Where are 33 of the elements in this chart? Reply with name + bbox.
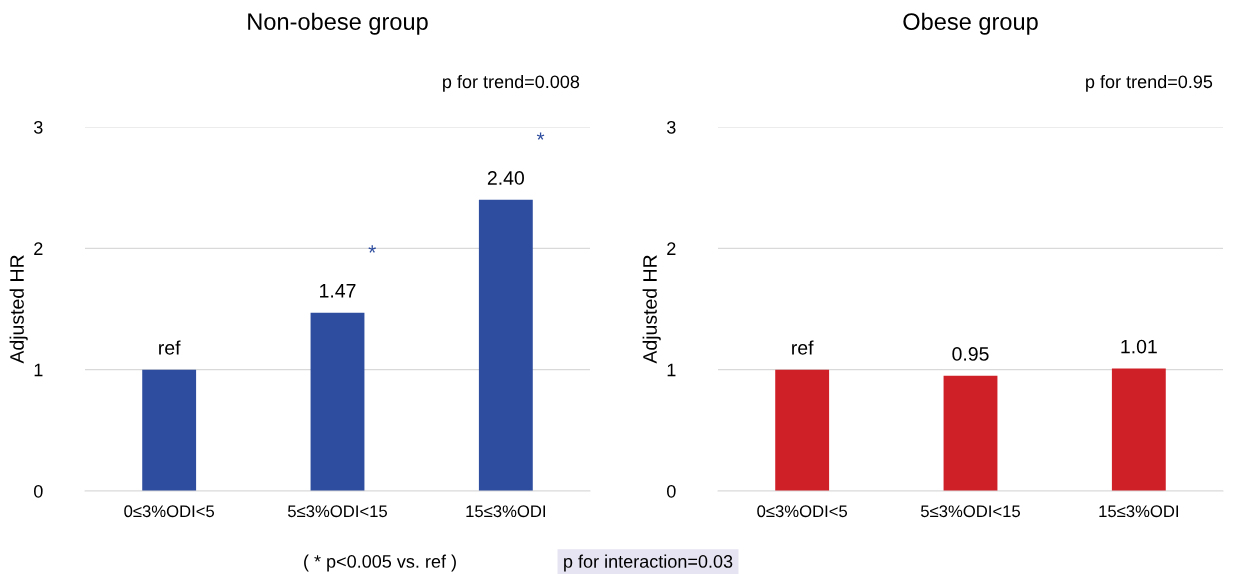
annotation: * <box>536 132 545 140</box>
x-tick-label: 15≤3%ODI <box>466 505 545 518</box>
x-tick-label: 0≤3%ODI<5 <box>757 505 848 518</box>
y-tick-label: 0 <box>34 484 43 498</box>
bar <box>310 312 365 491</box>
y-axis-title: Adjusted HR <box>642 255 661 364</box>
chart-title: Obese group <box>903 12 1038 35</box>
bar <box>478 199 533 491</box>
y-tick-label: 2 <box>34 242 43 255</box>
data-label: ref <box>792 340 814 355</box>
x-tick-label: 5≤3%ODI<15 <box>920 505 1020 518</box>
data-label: 0.95 <box>952 347 989 361</box>
text: p for interaction=0.03 <box>564 554 733 572</box>
text: ( * p<0.005 vs. ref ) <box>304 554 456 572</box>
annotation: * <box>368 245 376 253</box>
y-tick-label: 0 <box>667 484 676 498</box>
y-tick-label: 2 <box>667 242 676 255</box>
data-label: 1.01 <box>1121 339 1157 354</box>
y-tick-label: 1 <box>667 363 676 377</box>
data-label: 1.47 <box>320 284 356 298</box>
text: p for trend=0.95 <box>1086 74 1213 92</box>
x-tick-label: 0≤3%ODI<5 <box>124 505 215 518</box>
y-axis-title: Adjusted HR <box>9 255 28 364</box>
x-tick-label: 15≤3%ODI <box>1099 505 1178 518</box>
chart-title: Non-obese group <box>248 12 428 35</box>
bar <box>142 369 197 491</box>
y-tick-label: 1 <box>34 363 43 377</box>
text: p for trend=0.008 <box>443 74 580 92</box>
x-tick-label: 5≤3%ODI<15 <box>287 505 387 518</box>
data-label: 2.40 <box>487 171 524 185</box>
y-tick-label: 3 <box>666 120 676 134</box>
data-label: ref <box>159 340 181 355</box>
y-tick-label: 3 <box>33 120 43 134</box>
